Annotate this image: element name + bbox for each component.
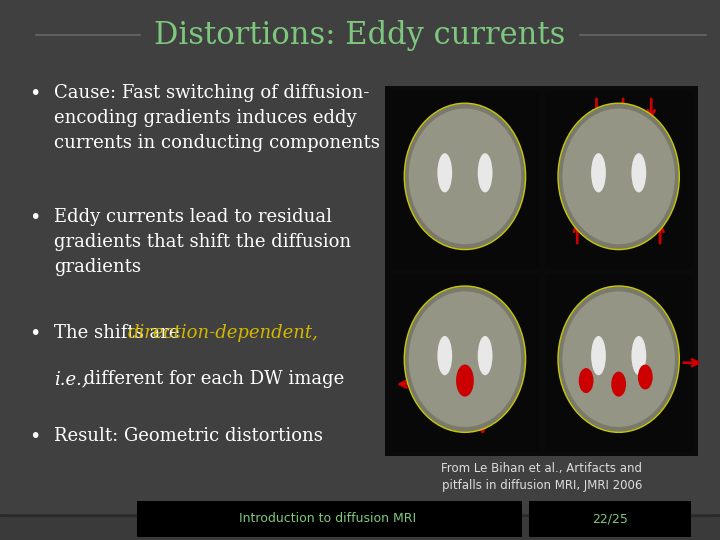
Bar bbox=[391, 273, 539, 452]
Ellipse shape bbox=[579, 368, 593, 393]
Text: Result: Geometric distortions: Result: Geometric distortions bbox=[54, 427, 323, 444]
Text: •: • bbox=[29, 427, 40, 446]
Text: Cause: Fast switching of diffusion-
encoding gradients induces eddy
currents in : Cause: Fast switching of diffusion- enco… bbox=[54, 84, 380, 152]
Text: From Le Bihan et al., Artifacts and
pitfalls in diffusion MRI, JMRI 2006: From Le Bihan et al., Artifacts and pitf… bbox=[441, 462, 642, 492]
Ellipse shape bbox=[477, 336, 492, 375]
Text: different for each DW image: different for each DW image bbox=[78, 370, 345, 388]
Bar bbox=[545, 273, 693, 452]
Text: •: • bbox=[29, 208, 40, 227]
Text: Eddy currents lead to residual
gradients that shift the diffusion
gradients: Eddy currents lead to residual gradients… bbox=[54, 208, 351, 276]
Ellipse shape bbox=[562, 109, 675, 244]
Text: Distortions: Eddy currents: Distortions: Eddy currents bbox=[154, 19, 566, 51]
Bar bbox=[529, 501, 691, 537]
Bar bbox=[137, 501, 522, 537]
Text: Introduction to diffusion MRI: Introduction to diffusion MRI bbox=[239, 512, 416, 525]
Text: 22/25: 22/25 bbox=[593, 512, 629, 525]
Ellipse shape bbox=[456, 364, 474, 397]
Ellipse shape bbox=[477, 153, 492, 192]
Ellipse shape bbox=[404, 103, 526, 249]
Text: i.e.,: i.e., bbox=[54, 370, 88, 388]
Ellipse shape bbox=[404, 286, 526, 433]
Ellipse shape bbox=[591, 153, 606, 192]
Ellipse shape bbox=[631, 336, 647, 375]
Ellipse shape bbox=[558, 103, 680, 249]
Ellipse shape bbox=[437, 336, 452, 375]
Bar bbox=[391, 91, 539, 269]
Ellipse shape bbox=[562, 292, 675, 427]
Text: •: • bbox=[29, 324, 40, 343]
Ellipse shape bbox=[437, 153, 452, 192]
Bar bbox=[385, 86, 698, 456]
Ellipse shape bbox=[558, 286, 680, 433]
Ellipse shape bbox=[638, 364, 653, 389]
Bar bbox=[545, 91, 693, 269]
Text: •: • bbox=[29, 84, 40, 103]
Ellipse shape bbox=[591, 336, 606, 375]
Text: direction-dependent,: direction-dependent, bbox=[127, 324, 318, 342]
Ellipse shape bbox=[409, 109, 521, 244]
Text: The shifts are: The shifts are bbox=[54, 324, 185, 342]
Ellipse shape bbox=[409, 292, 521, 427]
Ellipse shape bbox=[611, 372, 626, 397]
FancyBboxPatch shape bbox=[0, 0, 720, 516]
Ellipse shape bbox=[631, 153, 647, 192]
